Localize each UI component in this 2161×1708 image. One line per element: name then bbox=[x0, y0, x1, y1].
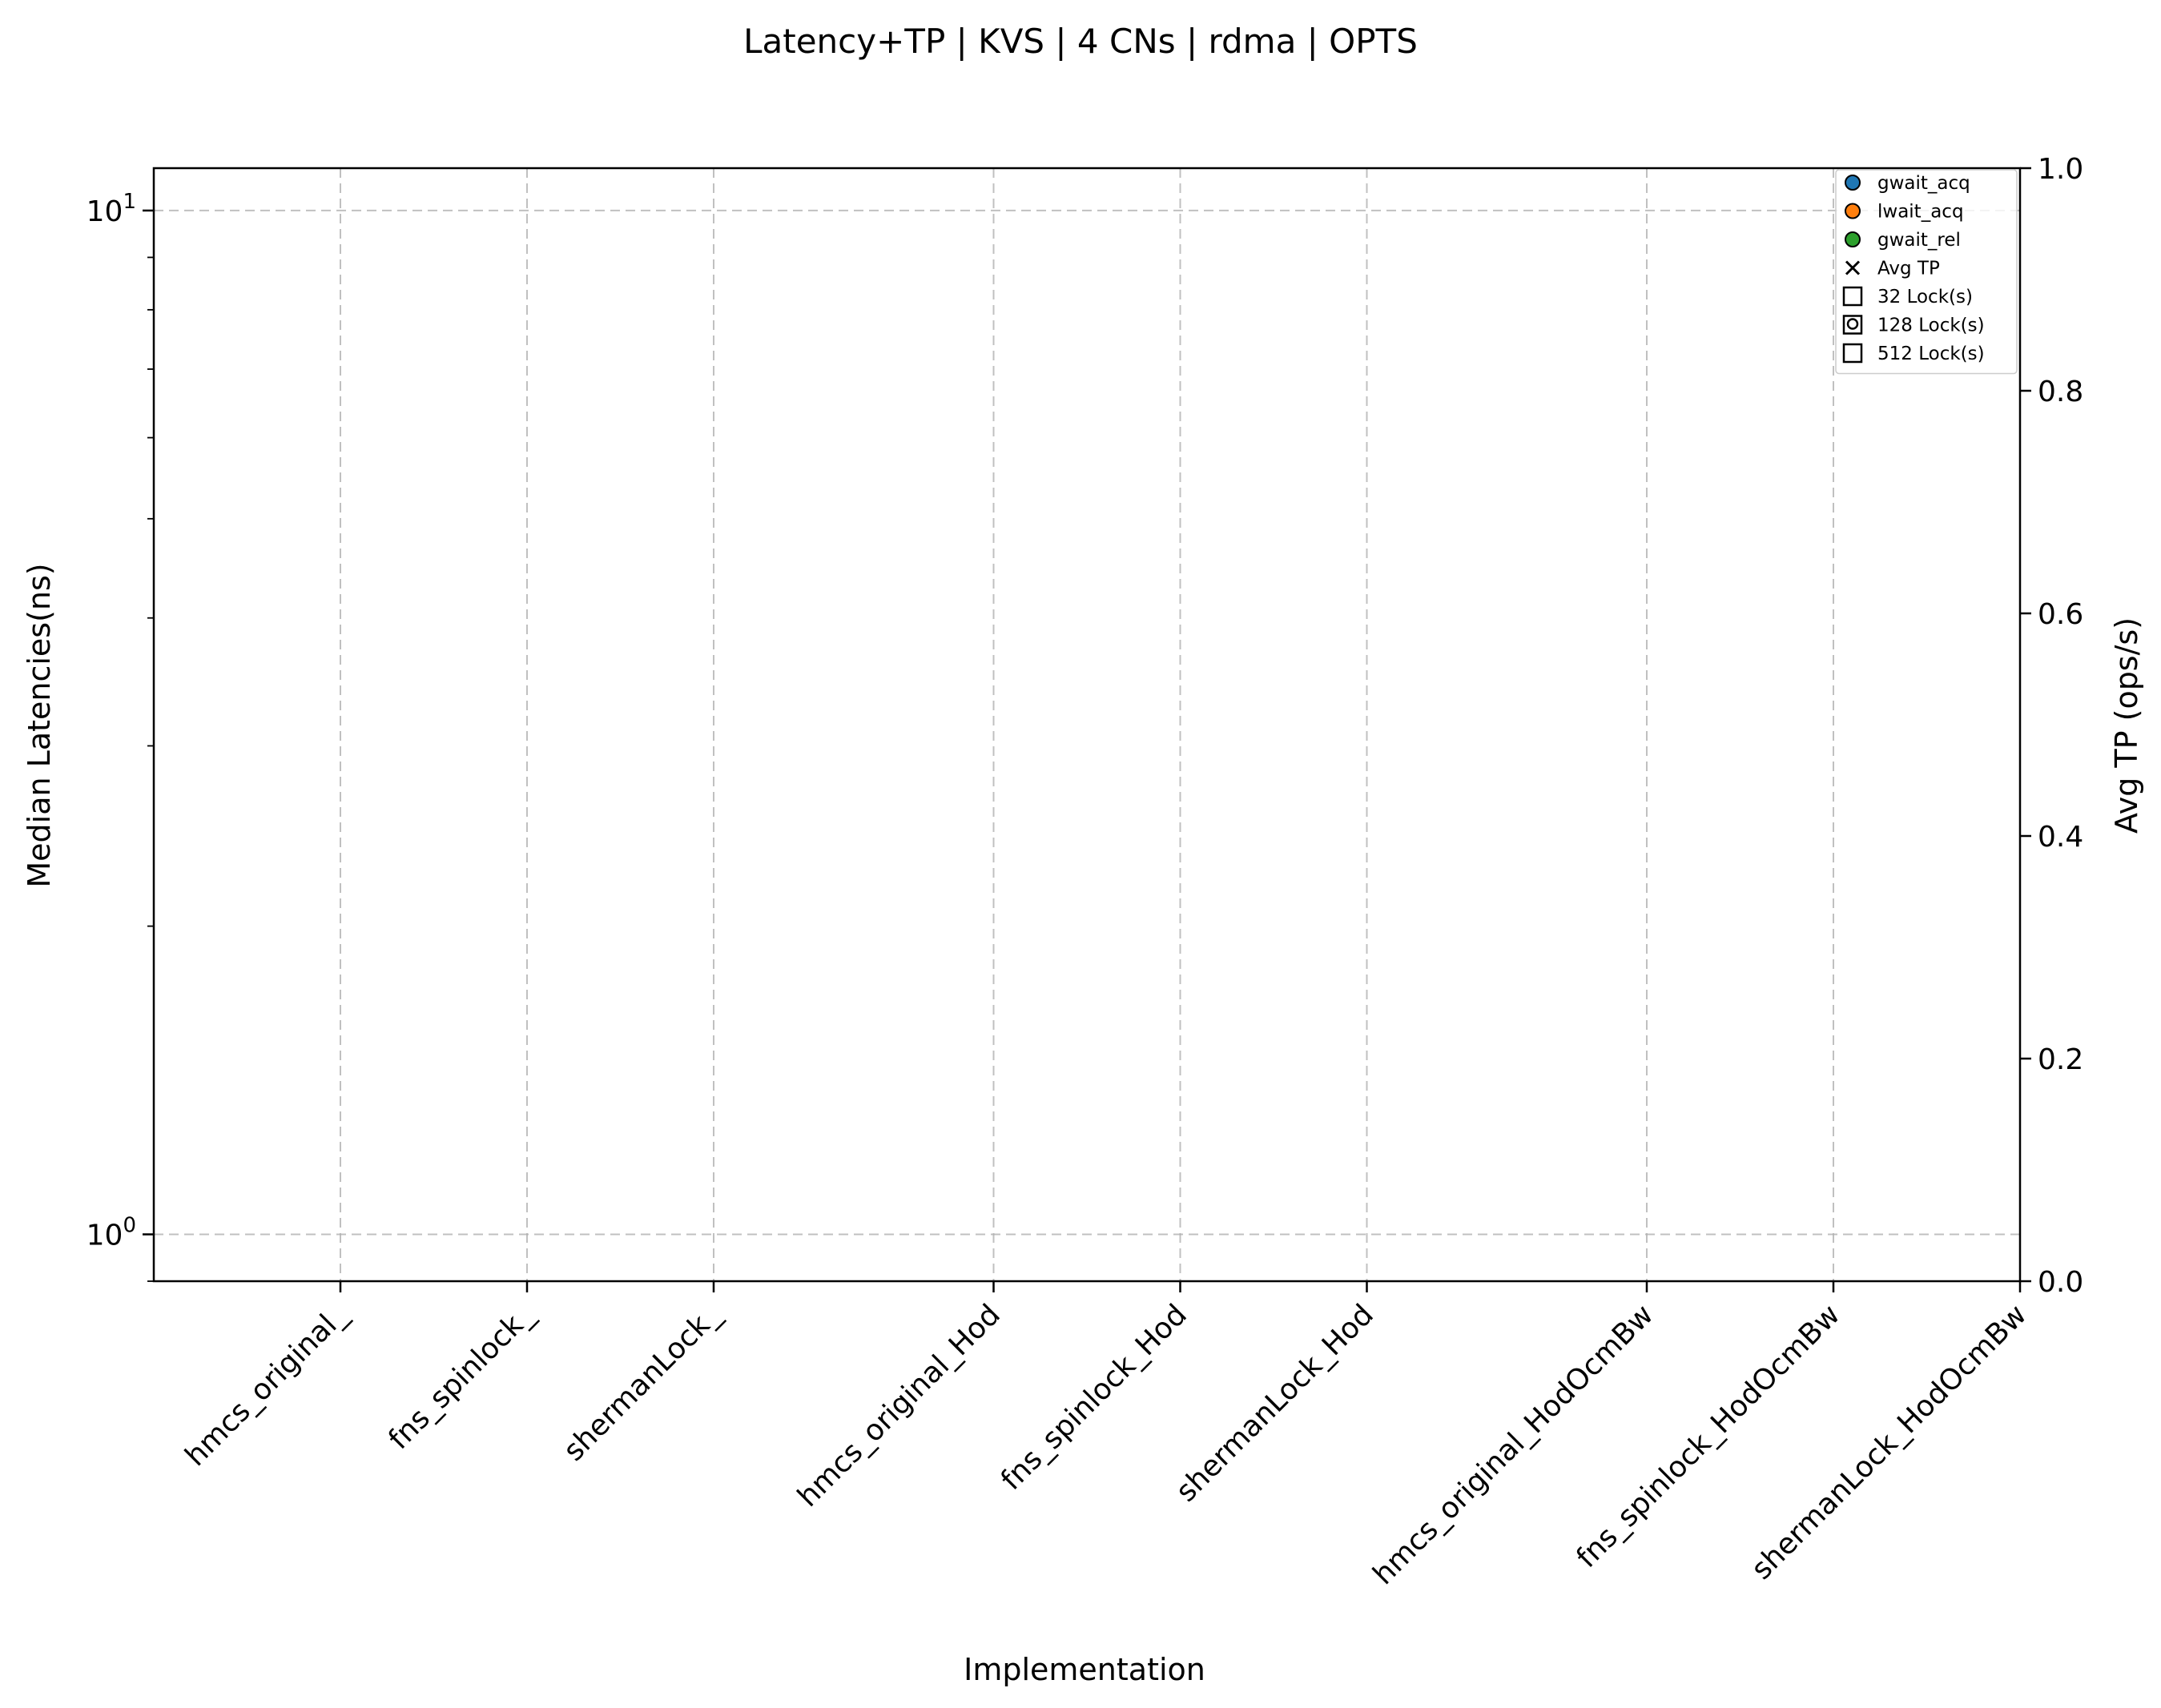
y-axis-right: 0.0 0.2 0.4 0.6 0.8 1.0 bbox=[2020, 153, 2083, 1299]
y-tick-label: 100 bbox=[87, 1213, 136, 1252]
legend-marker-circle bbox=[1845, 175, 1861, 191]
x-tick-label: fns_spinlock_ bbox=[383, 1298, 541, 1457]
y2-tick-label: 0.0 bbox=[2038, 1266, 2083, 1299]
y2-tick-label: 1.0 bbox=[2038, 153, 2083, 186]
legend-label: gwait_rel bbox=[1877, 230, 1961, 251]
y2-axis-label: Avg TP (ops/s) bbox=[2109, 617, 2144, 834]
legend-label: 512 Lock(s) bbox=[1877, 344, 1985, 364]
y-axis-label: Median Latencies(ns) bbox=[22, 563, 57, 887]
x-tick-label: shermanLock_ bbox=[557, 1298, 727, 1468]
x-tick-label: hmcs_original_Hod bbox=[791, 1298, 1007, 1513]
legend-marker-x bbox=[1845, 260, 1861, 275]
legend-label: 128 Lock(s) bbox=[1877, 315, 1985, 336]
y2-tick-label: 0.8 bbox=[2038, 376, 2083, 408]
y2-tick-label: 0.2 bbox=[2038, 1043, 2083, 1076]
legend-marker-circle bbox=[1845, 203, 1861, 219]
x-tick-label: fns_spinlock_Hod bbox=[995, 1298, 1193, 1497]
legend-label: gwait_acq bbox=[1877, 173, 1970, 194]
chart-title: Latency+TP | KVS | 4 CNs | rdma | OPTS bbox=[743, 22, 1418, 61]
legend: gwait_acq lwait_acq gwait_rel Avg TP 32 Lock… bbox=[1835, 169, 2018, 375]
legend-label: Avg TP bbox=[1877, 259, 1940, 279]
legend-box bbox=[1835, 169, 2018, 375]
legend-marker-square bbox=[1842, 286, 1863, 307]
legend-label: 32 Lock(s) bbox=[1877, 287, 1973, 307]
x-tick-label: shermanLock_Hod bbox=[1170, 1298, 1380, 1508]
legend-marker-square bbox=[1842, 343, 1863, 364]
y-tick-label: 101 bbox=[87, 190, 136, 228]
x-axis-label: Implementation bbox=[964, 1652, 1205, 1687]
legend-marker-circle bbox=[1846, 318, 1859, 330]
y2-tick-label: 0.4 bbox=[2038, 821, 2083, 854]
x-axis: hmcs_original_ fns_spinlock_ shermanLock_ h… bbox=[179, 1281, 2033, 1591]
legend-marker-circle bbox=[1845, 231, 1861, 247]
grid-layer bbox=[154, 168, 2021, 1281]
y2-tick-label: 0.6 bbox=[2038, 598, 2083, 631]
x-tick-label: hmcs_original_ bbox=[179, 1298, 354, 1473]
y-axis-left: 100 101 bbox=[87, 190, 154, 1282]
plot-frame bbox=[152, 167, 2022, 1283]
legend-label: lwait_acq bbox=[1877, 202, 1964, 223]
